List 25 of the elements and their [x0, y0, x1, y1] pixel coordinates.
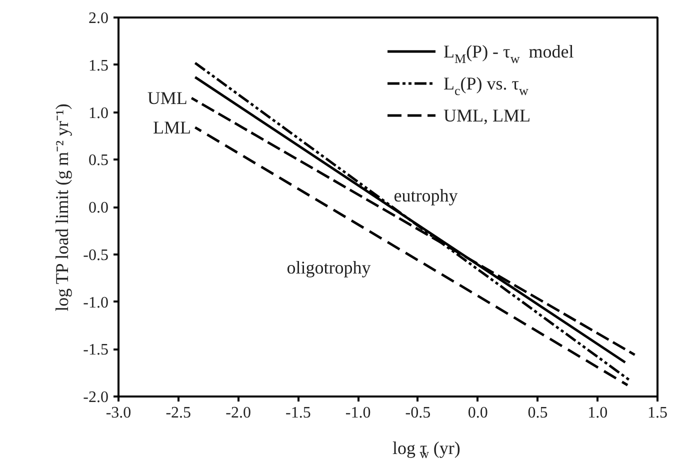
y-tick-label: -1.5 — [83, 342, 108, 359]
x-tick-label: 1.5 — [648, 404, 668, 422]
y-axis-title: log TP load limit (g m⁻² yr⁻¹) — [52, 104, 72, 312]
annotation: UML — [147, 88, 188, 108]
y-tick-label: 2.0 — [88, 10, 108, 27]
x-tick-label: 0.0 — [468, 404, 488, 422]
y-tick-label: -1.0 — [83, 294, 108, 312]
y-tick-label: 0.5 — [88, 152, 108, 170]
annotation: oligotrophy — [286, 258, 371, 278]
annotation: eutrophy — [394, 186, 458, 206]
x-tick-label: 1.0 — [588, 404, 608, 422]
y-tick-label: -2.0 — [83, 389, 108, 406]
x-tick-label: -1.5 — [286, 404, 311, 422]
x-tick-label: -2.5 — [166, 404, 192, 422]
y-tick-label: 1.5 — [88, 57, 108, 74]
x-tick-label: -2.0 — [226, 404, 251, 422]
y-tick-label: 0.0 — [88, 200, 108, 216]
y-tick-label: -0.5 — [83, 246, 108, 264]
legend-label: UML, LML — [444, 106, 530, 126]
x-tick-label: 0.5 — [528, 404, 548, 422]
y-tick-label: 1.0 — [88, 104, 108, 122]
annotation: LML — [152, 117, 191, 138]
x-tick-label: -3.0 — [106, 404, 132, 422]
x-tick-label: -1.0 — [345, 404, 371, 422]
x-tick-label: -0.5 — [405, 404, 431, 422]
